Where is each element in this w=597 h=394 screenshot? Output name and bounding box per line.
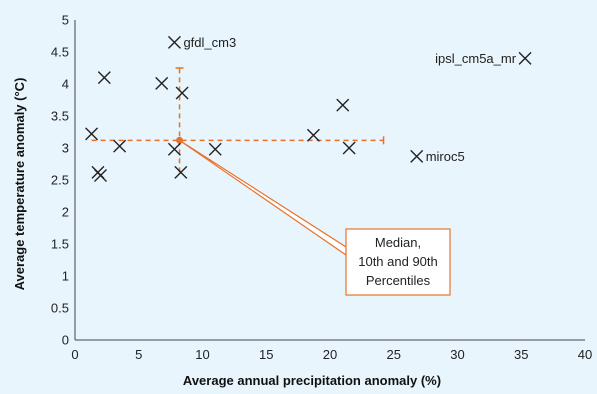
x-tick-label: 0 <box>71 347 78 362</box>
data-point <box>97 71 111 85</box>
y-tick-label: 0.5 <box>51 301 69 316</box>
median-marker <box>176 136 184 144</box>
x-tick-label: 5 <box>135 347 142 362</box>
x-tick-label: 40 <box>578 347 592 362</box>
y-axis-title: Average temperature anomaly (°C) <box>12 78 27 291</box>
x-tick-label: 20 <box>323 347 337 362</box>
point-label: ipsl_cm5a_mr <box>435 51 517 66</box>
data-point <box>336 98 350 112</box>
y-tick-label: 3.5 <box>51 109 69 124</box>
x-tick-label: 30 <box>450 347 464 362</box>
callout-text-line: Median, <box>375 235 421 250</box>
data-point <box>174 165 188 179</box>
point-label: gfdl_cm3 <box>183 35 236 50</box>
x-tick-label: 35 <box>514 347 528 362</box>
data-point <box>342 141 356 155</box>
callout-box <box>345 228 451 296</box>
y-tick-label: 0 <box>62 333 69 348</box>
data-point <box>85 127 99 141</box>
data-point <box>306 128 320 142</box>
y-tick-label: 4 <box>62 77 69 92</box>
data-point <box>113 139 127 153</box>
callout-text-line: 10th and 90th <box>358 254 438 269</box>
y-tick-label: 1.5 <box>51 237 69 252</box>
x-tick-label: 25 <box>387 347 401 362</box>
data-point <box>155 76 169 90</box>
y-tick-label: 1 <box>62 269 69 284</box>
data-point <box>167 142 181 156</box>
y-tick-label: 3 <box>62 141 69 156</box>
data-point <box>208 142 222 156</box>
x-axis-title: Average annual precipitation anomaly (%) <box>183 373 441 388</box>
y-tick-label: 2 <box>62 205 69 220</box>
y-tick-label: 5 <box>62 13 69 28</box>
callout-text-line: Percentiles <box>366 273 431 288</box>
data-point <box>410 149 424 163</box>
point-label: miroc5 <box>426 149 465 164</box>
data-point <box>518 51 532 65</box>
y-tick-label: 4.5 <box>51 45 69 60</box>
plot-area: 0 5 10 15 20 25 30 35 40 0 0.5 1 1.5 2 2.5 3 3.5 4 4.5 5 Med… <box>51 13 592 363</box>
x-tick-label: 10 <box>195 347 209 362</box>
data-point <box>175 86 189 100</box>
data-point <box>94 169 107 183</box>
y-tick-label: 2.5 <box>51 173 69 188</box>
x-tick-label: 15 <box>259 347 273 362</box>
data-point <box>167 35 181 49</box>
